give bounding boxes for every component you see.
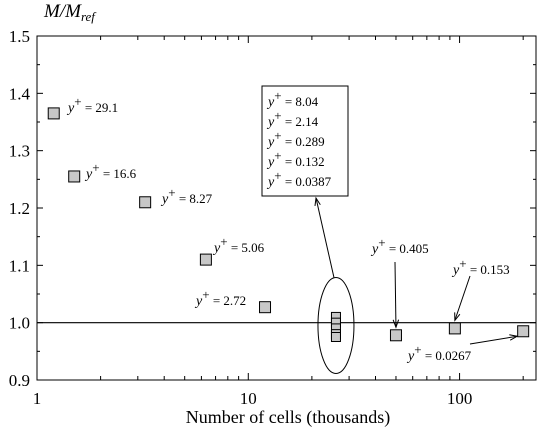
y-tick-label: 1.0 — [9, 314, 30, 333]
data-point — [517, 325, 530, 338]
data-point — [448, 322, 461, 335]
x-tick-label: 1 — [33, 389, 42, 408]
x-tick-label: 100 — [447, 389, 473, 408]
y-tick-label: 1.2 — [9, 199, 30, 218]
cluster-point-label: y+ = 0.0387 — [266, 168, 332, 190]
arrow-0153 — [454, 275, 471, 321]
arrow-00267-head — [509, 334, 519, 341]
cluster-point-label: y+ = 2.14 — [266, 108, 319, 130]
data-points — [47, 107, 530, 342]
arrow-0405 — [394, 261, 397, 328]
point-label: y+ = 0.0267 — [406, 342, 472, 364]
point-label: y+ = 16.6 — [84, 160, 137, 182]
data-point — [330, 332, 341, 342]
cluster-point-label: y+ = 0.132 — [266, 148, 325, 170]
y-tick-label: 1.4 — [9, 84, 31, 103]
cluster-point-label: y+ = 0.289 — [266, 128, 325, 150]
x-axis-label: Number of cells (thousands) — [186, 407, 390, 428]
y-tick-label: 1.1 — [9, 256, 30, 275]
data-point — [389, 329, 402, 342]
data-point — [68, 170, 81, 183]
cluster-ellipse — [317, 277, 355, 375]
y-tick-label: 1.3 — [9, 142, 30, 161]
arrow-0405-head — [392, 319, 400, 329]
point-label: y+ = 29.1 — [66, 94, 118, 116]
y-tick-label: 0.9 — [9, 371, 30, 390]
point-label: y+ = 0.153 — [451, 256, 510, 278]
cluster-arrow — [315, 197, 335, 278]
cluster-label-box — [261, 85, 349, 197]
point-labels: y+ = 29.1 y+ = 16.6 y+ = 8.27 y+ = 5.06 y+ =… — [66, 88, 510, 364]
y-axis-label-sub: ref — [81, 9, 97, 24]
x-axis: 1 10 100 — [33, 36, 524, 408]
point-label: y+ = 0.405 — [370, 235, 429, 257]
arrow-0153-head — [454, 312, 461, 322]
data-point — [47, 107, 60, 120]
point-label: y+ = 5.06 — [212, 234, 265, 256]
data-point — [199, 253, 212, 266]
point-label: y+ = 2.72 — [194, 287, 246, 309]
y-axis: 0.9 1.0 1.1 1.2 1.3 1.4 1.5 — [9, 27, 536, 390]
data-point — [139, 196, 152, 209]
cluster-arrow-head — [314, 196, 321, 206]
cluster-point-label: y+ = 8.04 — [266, 88, 319, 110]
x-tick-label: 10 — [240, 389, 257, 408]
y-tick-label: 1.5 — [9, 27, 30, 46]
callouts — [261, 85, 519, 375]
y-axis-label: M/Mref — [43, 1, 97, 24]
y-axis-label-main: M/M — [43, 1, 82, 22]
arrow-00267 — [469, 335, 518, 345]
point-label: y+ = 8.27 — [160, 185, 213, 207]
data-point — [259, 301, 272, 314]
